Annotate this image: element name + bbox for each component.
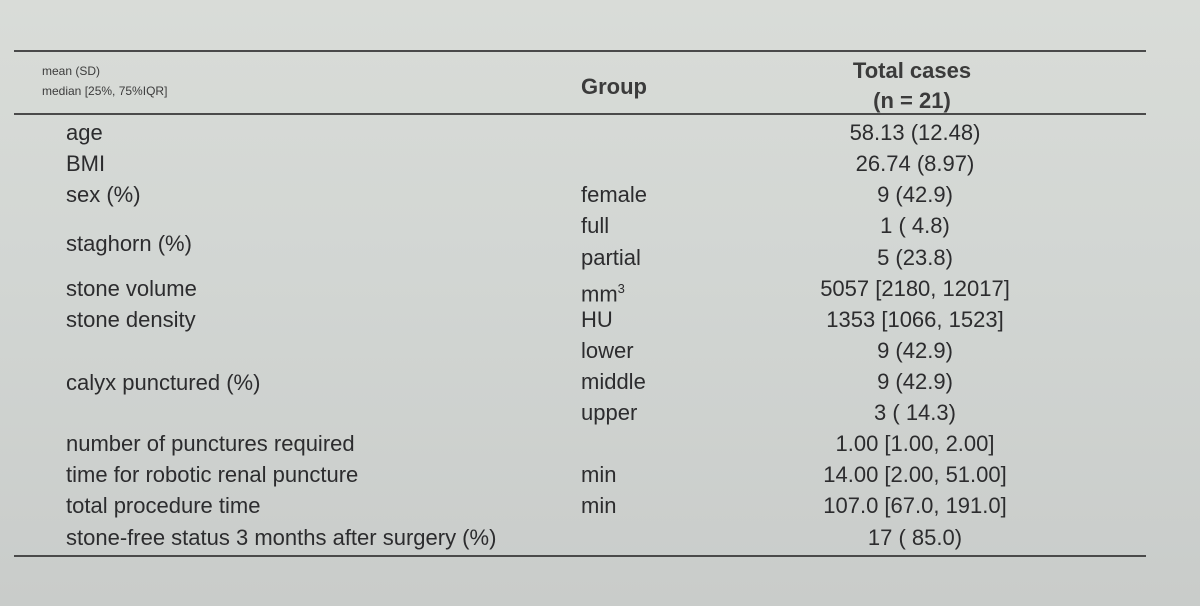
row-value: 58.13 (12.48) <box>849 120 981 145</box>
row-label: stone volume <box>66 276 197 301</box>
row-value: 26.74 (8.97) <box>855 151 975 176</box>
stats-note-median: median [25%, 75%IQR] <box>42 84 168 98</box>
row-group: mm3 <box>581 273 625 309</box>
table-row: middle 9 (42.9) <box>0 366 1200 397</box>
table-row: stone volume mm3 5057 [2180, 12017] <box>0 273 1200 306</box>
volume-unit: mm <box>581 281 618 307</box>
row-value: 17 ( 85.0) <box>867 525 963 550</box>
row-label: age <box>66 120 103 145</box>
table-row: lower 9 (42.9) <box>0 335 1200 366</box>
row-label: stone density <box>66 307 196 332</box>
row-value: 1353 [1066, 1523] <box>826 307 1004 332</box>
calyx-punctured-label: calyx punctured (%) <box>66 370 261 395</box>
row-group: min <box>581 493 617 518</box>
table-row: total procedure time min 107.0 [67.0, 19… <box>0 490 1200 521</box>
row-value: 9 (42.9) <box>877 182 953 207</box>
table-row: sex (%) female 9 (42.9) <box>0 179 1200 210</box>
total-cases-header: Total cases (n = 21) <box>812 56 1012 116</box>
row-group: female <box>581 182 648 207</box>
staghorn-label: staghorn (%) <box>66 231 192 256</box>
table-row: partial 5 (23.8) <box>0 242 1200 273</box>
row-value: 9 (42.9) <box>877 338 953 363</box>
row-value: 5057 [2180, 12017] <box>820 276 1010 301</box>
table-row: time for robotic renal puncture min 14.0… <box>0 459 1200 490</box>
table-top-rule <box>14 50 1146 52</box>
row-group: min <box>581 462 617 487</box>
row-group: lower <box>581 338 634 363</box>
row-value: 107.0 [67.0, 191.0] <box>823 493 1007 518</box>
table-row: stone density HU 1353 [1066, 1523] <box>0 304 1200 335</box>
row-value: 14.00 [2.00, 51.00] <box>823 462 1007 487</box>
row-value: 5 (23.8) <box>877 245 953 270</box>
table-row: upper 3 ( 14.3) <box>0 397 1200 428</box>
total-cases-count: (n = 21) <box>873 88 951 113</box>
table-bottom-rule <box>14 555 1146 557</box>
stats-note-mean: mean (SD) <box>42 64 101 78</box>
table-row: full 1 ( 4.8) <box>0 210 1200 241</box>
row-label: number of punctures required <box>66 431 355 456</box>
row-group: full <box>581 213 610 238</box>
row-label: BMI <box>66 151 106 176</box>
table-row: number of punctures required 1.00 [1.00,… <box>0 428 1200 459</box>
table-row: BMI 26.74 (8.97) <box>0 148 1200 179</box>
row-group: upper <box>581 400 638 425</box>
group-column-header: Group <box>581 74 647 99</box>
row-label: sex (%) <box>66 182 141 207</box>
row-label: stone-free status 3 months after surgery… <box>66 525 497 550</box>
row-value: 3 ( 14.3) <box>874 400 956 425</box>
row-value: 1.00 [1.00, 2.00] <box>835 431 995 456</box>
row-group: middle <box>581 369 646 394</box>
table-row: stone-free status 3 months after surgery… <box>0 522 1200 553</box>
row-label: time for robotic renal puncture <box>66 462 359 487</box>
row-group: partial <box>581 245 641 270</box>
table-header-rule <box>14 113 1146 115</box>
row-group: HU <box>581 307 613 332</box>
row-value: 1 ( 4.8) <box>880 213 950 238</box>
row-value: 9 (42.9) <box>877 369 953 394</box>
table-row: age 58.13 (12.48) <box>0 117 1200 148</box>
volume-unit-exponent: 3 <box>617 281 625 296</box>
total-cases-title: Total cases <box>852 58 972 83</box>
row-label: total procedure time <box>66 493 261 518</box>
